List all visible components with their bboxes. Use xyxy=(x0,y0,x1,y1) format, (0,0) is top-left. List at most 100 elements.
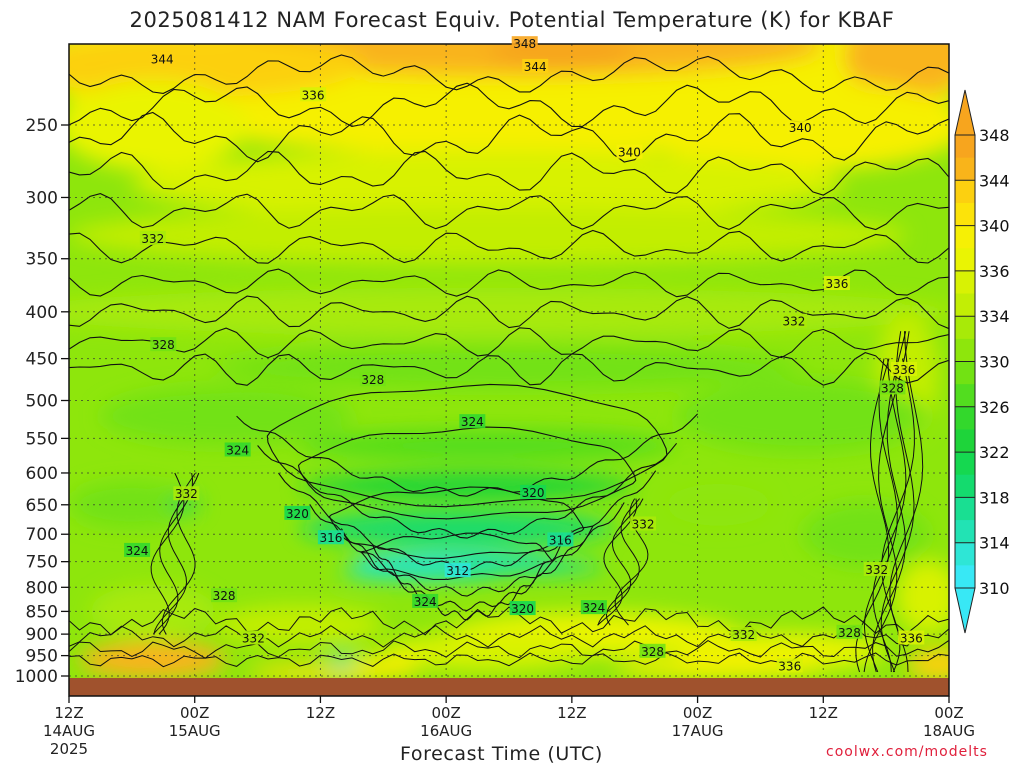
contour-line xyxy=(69,327,949,359)
contour-line xyxy=(605,498,640,626)
contour-label-bg xyxy=(547,532,574,547)
field-cell xyxy=(613,657,824,678)
contour-label-bg xyxy=(639,643,666,658)
colorbar-top-arrow xyxy=(954,89,976,136)
contour-label-bg xyxy=(823,276,850,291)
colorbar-swatch xyxy=(955,361,975,385)
theta-e-field xyxy=(69,44,949,696)
field-cell xyxy=(802,501,929,567)
colorbar-swatch xyxy=(955,202,975,227)
colorbar-label: 310 xyxy=(979,579,1010,598)
y-tick-label: 750 xyxy=(26,553,58,573)
x-tick-label: 00Z xyxy=(431,704,460,722)
source-credit: coolwx.com/modelts xyxy=(826,744,988,760)
x-tick-label: 14AUG xyxy=(43,722,95,740)
contour-label-bg xyxy=(730,627,757,642)
x-tick-label: 12Z xyxy=(306,704,335,722)
colorbar-swatch xyxy=(955,474,975,498)
plot-area xyxy=(69,44,949,696)
contour-label: 336 xyxy=(900,632,923,646)
contour-line xyxy=(153,472,200,635)
contour-label-bg xyxy=(459,414,486,429)
contour-label: 328 xyxy=(152,338,175,352)
y-tick-label: 450 xyxy=(26,350,58,370)
contour-label: 344 xyxy=(151,52,174,66)
contour-line xyxy=(69,193,949,231)
field-cell xyxy=(100,386,352,446)
colorbar-label: 326 xyxy=(979,398,1010,417)
field-cell xyxy=(907,647,949,680)
y-tick-label: 700 xyxy=(26,525,58,545)
contour-line xyxy=(69,111,949,163)
colorbar-swatch xyxy=(955,270,975,295)
contour-label: 332 xyxy=(242,632,265,646)
contour-line xyxy=(236,413,698,497)
contour-line xyxy=(297,426,637,520)
y-axis: 250 300 350 400 450 500 550 600 650 700 750 800 850 9… xyxy=(15,116,69,687)
colorbar-label: 318 xyxy=(979,488,1010,507)
field-cell xyxy=(488,44,635,69)
contour-label: 316 xyxy=(319,531,342,545)
contour-label: 336 xyxy=(825,277,848,291)
x-tick-label: 12Z xyxy=(557,704,586,722)
y-tick-label: 400 xyxy=(26,303,58,323)
x-tick-label: 15AUG xyxy=(169,722,221,740)
x-axis-title: Forecast Time (UTC) xyxy=(400,743,603,765)
contour-label: 320 xyxy=(522,486,545,500)
y-tick-label: 1000 xyxy=(15,667,58,687)
y-tick-label: 650 xyxy=(26,496,58,516)
contour-label: 324 xyxy=(126,544,149,558)
field-cell xyxy=(341,655,426,673)
colorbar-swatch xyxy=(955,157,975,181)
contour-label-bg xyxy=(284,505,311,520)
contour-label-bg xyxy=(124,542,151,557)
contour-label-bg xyxy=(149,51,176,66)
contour-labels: 348 344 344 336 340 340 332 336 332 328 336 328 328 3… xyxy=(124,36,925,673)
contour-line xyxy=(266,383,668,508)
x-tick-label: 16AUG xyxy=(420,722,472,740)
contour-line xyxy=(69,295,949,330)
y-tick-label: 350 xyxy=(26,250,58,270)
contour-label-bg xyxy=(444,563,471,578)
contour-line xyxy=(863,358,898,673)
y-tick-label: 850 xyxy=(26,602,58,622)
contour-label: 332 xyxy=(782,315,805,329)
contour-label: 324 xyxy=(226,443,249,457)
colorbar-swatch xyxy=(955,384,975,408)
contour-label: 332 xyxy=(632,517,655,531)
contour-label: 320 xyxy=(286,507,309,521)
colorbar-label: 334 xyxy=(979,307,1010,326)
contour-label: 324 xyxy=(582,601,605,615)
colorbar-swatch xyxy=(955,248,975,272)
contour-label-bg xyxy=(630,516,657,531)
x-tick-label: 00Z xyxy=(683,704,712,722)
contour-label-bg xyxy=(139,230,166,245)
contour-label-bg xyxy=(522,58,549,73)
x-tick-label: 2025 xyxy=(50,740,88,758)
y-tick-label: 800 xyxy=(26,578,58,598)
contour-label-bg xyxy=(580,600,607,615)
y-tick-label: 250 xyxy=(26,116,58,136)
contour-line xyxy=(872,358,907,673)
x-tick-label: 18AUG xyxy=(923,722,975,740)
x-tick-label: 00Z xyxy=(934,704,963,722)
contour-label-bg xyxy=(317,530,344,545)
colorbar-bottom-arrow xyxy=(954,587,976,634)
contour-label-bg xyxy=(412,593,439,608)
contour-line xyxy=(69,652,949,668)
contour-line xyxy=(69,150,949,196)
contour-label-bg xyxy=(520,484,547,499)
contour-label-bg xyxy=(150,337,177,352)
x-tick-label: 12Z xyxy=(809,704,838,722)
colorbar-swatch xyxy=(955,180,975,204)
contour-label: 336 xyxy=(302,88,325,102)
colorbar-label: 330 xyxy=(979,353,1010,372)
contour-label: 328 xyxy=(881,381,904,395)
contour-label: 332 xyxy=(141,232,164,246)
field-cell xyxy=(676,379,929,453)
contour-line xyxy=(69,54,949,94)
contour-label: 332 xyxy=(732,628,755,642)
colorbar-swatch xyxy=(955,565,975,589)
contour-label-bg xyxy=(890,361,917,376)
